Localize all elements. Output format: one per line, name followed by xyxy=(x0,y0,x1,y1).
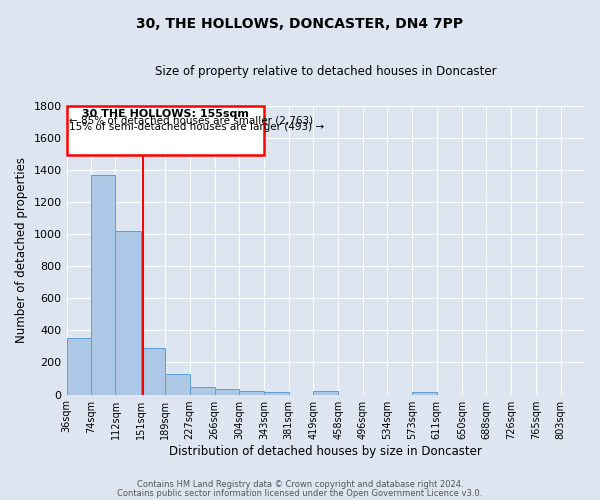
Bar xyxy=(140,348,165,395)
Text: 30 THE HOLLOWS: 155sqm: 30 THE HOLLOWS: 155sqm xyxy=(82,109,249,119)
Bar xyxy=(67,338,91,394)
Bar xyxy=(264,392,289,394)
Text: ← 85% of detached houses are smaller (2,763): ← 85% of detached houses are smaller (2,… xyxy=(69,116,313,126)
FancyBboxPatch shape xyxy=(67,106,264,156)
Text: 15% of semi-detached houses are larger (493) →: 15% of semi-detached houses are larger (… xyxy=(69,122,324,132)
Bar xyxy=(115,231,140,394)
Text: Contains public sector information licensed under the Open Government Licence v3: Contains public sector information licen… xyxy=(118,488,482,498)
Y-axis label: Number of detached properties: Number of detached properties xyxy=(15,157,28,343)
Bar xyxy=(239,392,264,394)
Bar xyxy=(215,389,239,394)
X-axis label: Distribution of detached houses by size in Doncaster: Distribution of detached houses by size … xyxy=(169,444,482,458)
Bar xyxy=(190,388,215,394)
Text: 30, THE HOLLOWS, DONCASTER, DN4 7PP: 30, THE HOLLOWS, DONCASTER, DN4 7PP xyxy=(136,18,464,32)
Text: Contains HM Land Registry data © Crown copyright and database right 2024.: Contains HM Land Registry data © Crown c… xyxy=(137,480,463,489)
Bar xyxy=(165,374,190,394)
Bar xyxy=(313,392,338,394)
Bar xyxy=(91,176,115,394)
Bar xyxy=(412,392,437,394)
Title: Size of property relative to detached houses in Doncaster: Size of property relative to detached ho… xyxy=(155,65,497,78)
